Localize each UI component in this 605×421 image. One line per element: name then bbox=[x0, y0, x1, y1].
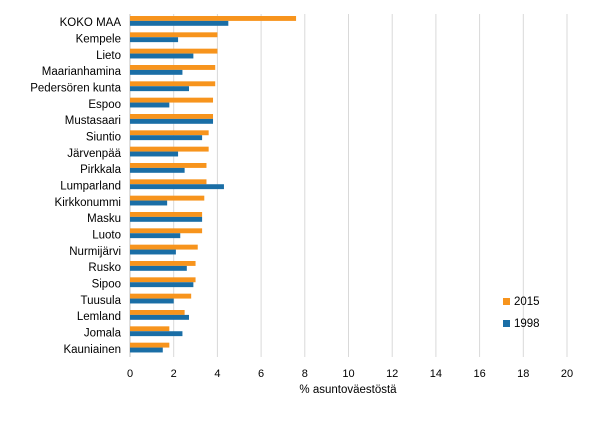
category-label: Lumparland bbox=[60, 181, 121, 193]
category-label: Maarianhamina bbox=[42, 66, 122, 78]
bar-1998 bbox=[130, 314, 189, 320]
x-tick-label: 18 bbox=[517, 368, 529, 380]
bar-1998 bbox=[130, 249, 176, 255]
category-label: Mustasaari bbox=[65, 115, 121, 127]
bar-2015 bbox=[130, 114, 214, 119]
category-label: Järvenpää bbox=[67, 148, 121, 160]
bar-2015 bbox=[130, 32, 218, 38]
category-label: Tuusula bbox=[81, 295, 122, 307]
category-label: Lemland bbox=[77, 311, 121, 323]
bar-2015 bbox=[130, 16, 297, 21]
bar-1998 bbox=[130, 233, 181, 239]
x-tick-label: 0 bbox=[127, 368, 133, 380]
category-label: Rusko bbox=[88, 262, 121, 274]
bar-2015 bbox=[130, 179, 207, 185]
bar-2015 bbox=[130, 195, 205, 201]
x-tick-label: 14 bbox=[430, 368, 442, 380]
bar-2015 bbox=[130, 212, 203, 217]
bar-1998 bbox=[130, 167, 185, 173]
category-label: Luoto bbox=[92, 230, 121, 242]
bar-2015 bbox=[130, 97, 214, 103]
x-tick-label: 16 bbox=[473, 368, 485, 380]
bar-1998 bbox=[130, 20, 229, 26]
bar-1998 bbox=[130, 102, 170, 108]
category-label: Masku bbox=[87, 213, 121, 225]
x-axis-label: % asuntoväestöstä bbox=[299, 384, 397, 396]
bars-group bbox=[130, 16, 297, 353]
category-label: Jomala bbox=[84, 328, 122, 340]
bar-1998 bbox=[130, 331, 183, 337]
bar-1998 bbox=[130, 118, 214, 124]
bar-1998 bbox=[130, 151, 179, 157]
x-tick-label: 20 bbox=[561, 368, 573, 380]
bar-2015 bbox=[130, 48, 218, 54]
category-label: Kempele bbox=[76, 34, 121, 46]
bar-1998 bbox=[130, 216, 203, 222]
category-label: Espoo bbox=[88, 99, 121, 111]
category-label: Sipoo bbox=[92, 279, 121, 291]
bar-1998 bbox=[130, 184, 224, 190]
bar-2015 bbox=[130, 277, 196, 283]
x-tick-label: 6 bbox=[258, 368, 264, 380]
bar-2015 bbox=[130, 130, 209, 136]
category-label: Lieto bbox=[96, 50, 121, 62]
category-labels: KOKO MAA Kempele Lieto Maarianhamina Pedersö… bbox=[30, 17, 121, 356]
bar-2015 bbox=[130, 244, 198, 250]
bar-1998 bbox=[130, 69, 183, 75]
bar-1998 bbox=[130, 86, 189, 92]
bar-2015 bbox=[130, 81, 216, 87]
x-tick-label: 12 bbox=[386, 368, 398, 380]
bar-1998 bbox=[130, 282, 194, 288]
bar-2015 bbox=[130, 342, 170, 348]
x-tick-label: 10 bbox=[342, 368, 354, 380]
bar-1998 bbox=[130, 265, 187, 271]
bar-2015 bbox=[130, 146, 209, 152]
category-label: Kauniainen bbox=[63, 344, 121, 356]
bar-2015 bbox=[130, 65, 216, 70]
x-tick-label: 8 bbox=[302, 368, 308, 380]
bar-2015 bbox=[130, 261, 196, 266]
legend-swatch-1998 bbox=[503, 320, 510, 327]
x-tick-label: 2 bbox=[171, 368, 177, 380]
x-tick-labels: 0 2 4 6 8 10 12 14 16 18 20 bbox=[127, 368, 573, 380]
category-label: Kirkkonummi bbox=[55, 197, 121, 209]
bar-1998 bbox=[130, 298, 174, 304]
bar-1998 bbox=[130, 37, 179, 43]
bar-2015 bbox=[130, 228, 203, 234]
legend: 2015 1998 bbox=[503, 296, 540, 330]
bar-2015 bbox=[130, 310, 185, 315]
bar-1998 bbox=[130, 347, 163, 353]
legend-label-1998: 1998 bbox=[514, 318, 540, 330]
x-tick-label: 4 bbox=[214, 368, 220, 380]
category-label: Nurmijärvi bbox=[69, 246, 121, 258]
bar-1998 bbox=[130, 53, 194, 59]
bar-2015 bbox=[130, 293, 192, 299]
bar-1998 bbox=[130, 200, 168, 206]
bar-1998 bbox=[130, 135, 203, 141]
category-label: KOKO MAA bbox=[60, 17, 122, 29]
bar-2015 bbox=[130, 163, 207, 168]
category-label: Pirkkala bbox=[80, 164, 122, 176]
legend-label-2015: 2015 bbox=[514, 296, 540, 308]
legend-swatch-2015 bbox=[503, 298, 510, 305]
category-label: Pedersören kunta bbox=[30, 83, 121, 95]
bar-2015 bbox=[130, 326, 170, 332]
category-label: Siuntio bbox=[86, 132, 121, 144]
